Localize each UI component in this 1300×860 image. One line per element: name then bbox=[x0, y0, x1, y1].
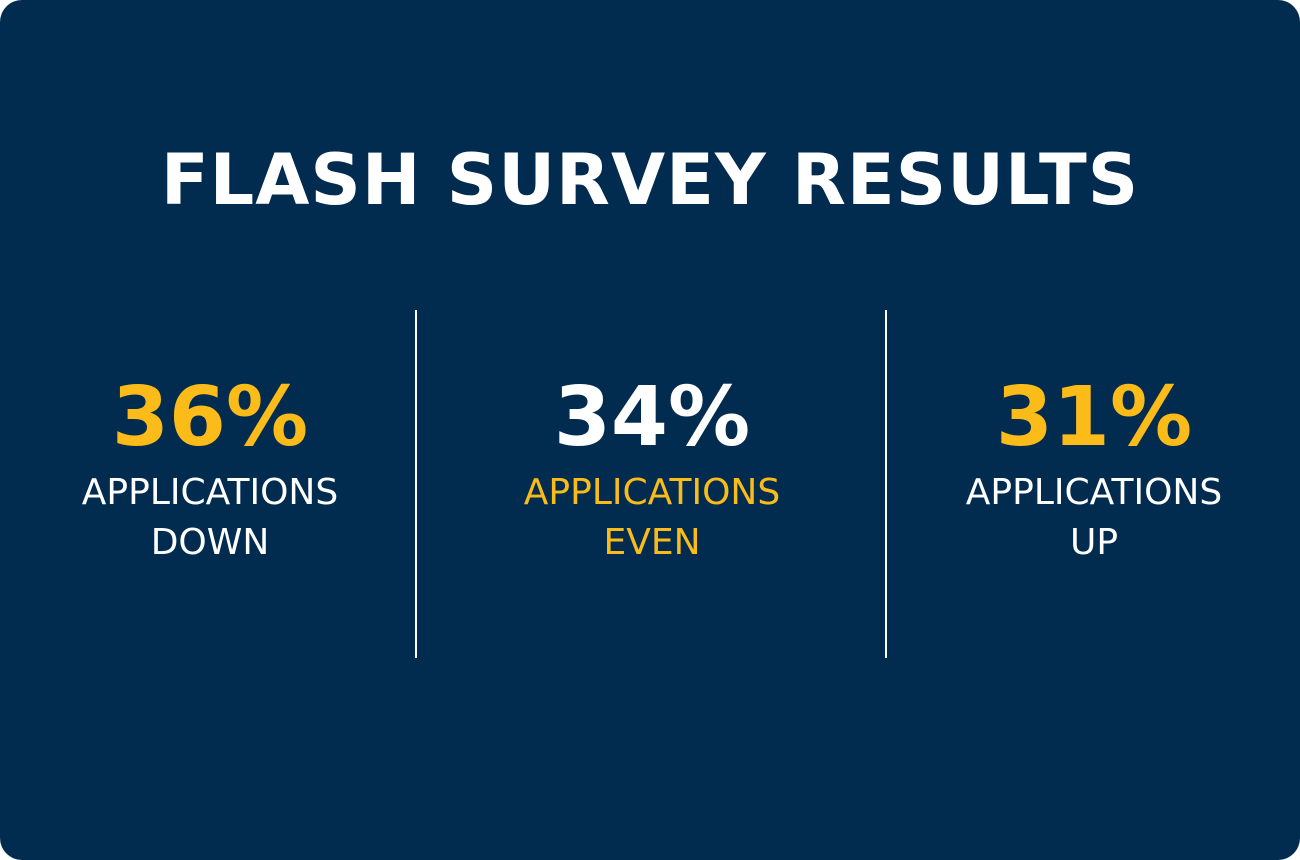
stat-label: APPLICATIONS bbox=[965, 472, 1223, 513]
stat-value: 34% bbox=[553, 370, 751, 465]
stat-label: EVEN bbox=[603, 522, 701, 563]
stat-label: DOWN bbox=[150, 522, 270, 563]
stat: 36% APPLICATIONS DOWN bbox=[0, 368, 420, 568]
stat-value: 31% bbox=[995, 370, 1193, 465]
title: FLASH SURVEY RESULTS bbox=[160, 139, 1140, 221]
stat-label: APPLICATIONS bbox=[81, 472, 339, 513]
stat: 31% APPLICATIONS UP bbox=[884, 368, 1300, 568]
stat-label: APPLICATIONS bbox=[523, 472, 781, 513]
stat-value: 36% bbox=[111, 370, 309, 465]
divider bbox=[415, 310, 417, 658]
stat-label: UP bbox=[1069, 522, 1119, 563]
stat: 34% APPLICATIONS EVEN bbox=[442, 368, 862, 568]
divider bbox=[885, 310, 887, 658]
